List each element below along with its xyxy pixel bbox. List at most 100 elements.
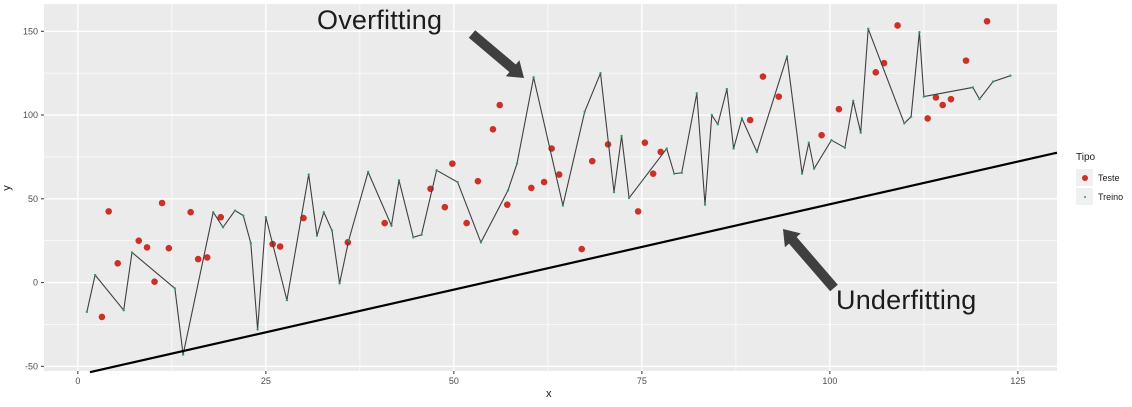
test-point	[503, 201, 511, 208]
x-tick-label: 0	[75, 376, 80, 386]
test-point	[135, 237, 143, 244]
train-point	[561, 204, 565, 207]
y-tick-label: -50	[25, 361, 38, 371]
test-point	[641, 139, 649, 146]
test-point	[746, 116, 754, 124]
train-point	[755, 150, 759, 154]
test-point	[165, 244, 173, 252]
train-point	[583, 110, 586, 113]
legend: Tipo Teste Treino	[1068, 152, 1123, 206]
test-point	[449, 160, 456, 167]
x-tick-label: 50	[449, 376, 459, 386]
teste-key	[1076, 169, 1093, 186]
train-point	[1009, 74, 1012, 77]
train-point	[93, 273, 97, 277]
train-point	[506, 189, 510, 192]
test-point	[203, 254, 211, 261]
plot-panel	[44, 4, 1057, 371]
test-point	[634, 208, 642, 215]
test-point	[463, 219, 470, 227]
train-point	[397, 179, 401, 182]
train-point	[971, 86, 974, 89]
test-point	[381, 219, 388, 227]
test-point	[528, 184, 535, 192]
train-point	[785, 55, 789, 58]
train-point	[130, 251, 134, 254]
x-axis-title: x	[546, 388, 552, 400]
test-point	[217, 213, 225, 221]
legend-label-teste: Teste	[1098, 172, 1120, 183]
train-point	[991, 80, 995, 83]
train-point	[665, 147, 668, 150]
train-point	[807, 141, 811, 144]
train-point	[599, 71, 602, 75]
train-point	[922, 95, 926, 98]
train-point	[903, 122, 906, 125]
train-point	[978, 97, 981, 101]
test-point	[932, 94, 940, 101]
test-point	[105, 208, 112, 215]
train-point	[812, 167, 816, 170]
train-point	[515, 162, 519, 165]
test-point	[114, 259, 122, 267]
test-point	[555, 171, 563, 178]
train-point	[264, 216, 268, 219]
train-point	[322, 211, 325, 214]
test-point	[441, 203, 449, 211]
test-point	[649, 170, 657, 177]
test-point	[939, 101, 946, 109]
test-point	[474, 177, 482, 185]
train-point	[703, 203, 707, 206]
train-point	[859, 131, 862, 134]
test-point	[578, 245, 586, 253]
train-point	[181, 353, 185, 356]
legend-item-treino: Treino	[1068, 187, 1123, 206]
train-point	[456, 180, 459, 184]
test-point	[818, 131, 825, 139]
x-tick-label: 75	[637, 376, 647, 386]
train-point	[347, 239, 350, 242]
train-point	[732, 147, 735, 150]
train-point	[800, 172, 804, 175]
train-point	[725, 87, 729, 91]
train-point	[532, 76, 535, 79]
legend-label-treino: Treino	[1098, 191, 1124, 202]
train-point	[242, 214, 245, 217]
train-point	[918, 30, 921, 34]
train-point	[390, 224, 393, 227]
annotation-overfitting: Overfitting	[317, 5, 443, 35]
x-tick-label: 100	[822, 376, 837, 386]
train-point	[612, 190, 616, 194]
test-point	[158, 199, 166, 207]
train-point	[366, 170, 370, 174]
test-point	[489, 125, 497, 133]
train-point	[212, 211, 215, 214]
test-point	[894, 22, 901, 29]
train-point	[710, 113, 714, 117]
train-point	[740, 117, 744, 120]
test-point	[276, 243, 284, 250]
train-point	[256, 328, 259, 331]
legend-title: Tipo	[1076, 152, 1096, 163]
test-point	[143, 244, 151, 251]
train-point	[307, 173, 310, 176]
train-point	[338, 282, 341, 285]
train-point	[285, 298, 289, 302]
x-tick-label: 125	[1010, 376, 1025, 386]
legend-item-teste: Teste	[1068, 168, 1123, 187]
y-tick-label: 100	[23, 110, 38, 120]
test-point	[98, 313, 106, 321]
test-point	[151, 278, 158, 286]
y-tick-label: 150	[23, 26, 38, 36]
train-point	[122, 308, 125, 312]
train-point	[330, 229, 334, 232]
test-point	[983, 17, 991, 25]
treino-marker-icon	[1083, 195, 1086, 198]
test-point	[962, 57, 970, 64]
test-point	[496, 101, 504, 109]
train-point	[420, 233, 423, 237]
train-point	[315, 234, 319, 237]
train-point	[851, 99, 855, 103]
train-point	[716, 123, 720, 126]
